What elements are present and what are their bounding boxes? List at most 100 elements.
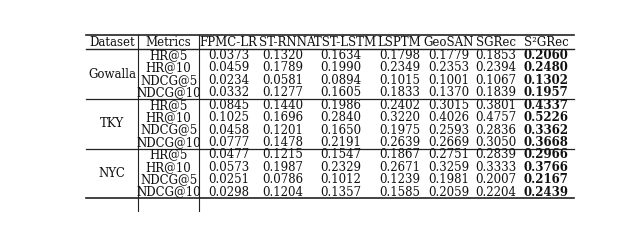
Text: 0.1634: 0.1634: [321, 49, 362, 62]
Text: 0.1370: 0.1370: [428, 86, 469, 99]
Text: TKY: TKY: [100, 117, 124, 130]
Text: SGRec: SGRec: [476, 35, 516, 49]
Text: 0.3220: 0.3220: [379, 111, 420, 124]
Text: 0.2007: 0.2007: [476, 173, 516, 186]
Text: Gowalla: Gowalla: [88, 68, 136, 81]
Text: 0.0573: 0.0573: [208, 161, 249, 174]
Text: 0.2394: 0.2394: [476, 61, 516, 75]
Text: 0.2480: 0.2480: [524, 61, 568, 75]
Text: 0.0477: 0.0477: [208, 148, 249, 161]
Text: 0.2191: 0.2191: [321, 136, 362, 149]
Text: 0.0298: 0.0298: [208, 186, 249, 199]
Text: FPMC-LR: FPMC-LR: [200, 35, 257, 49]
Text: 0.0251: 0.0251: [208, 173, 249, 186]
Text: 0.2167: 0.2167: [524, 173, 568, 186]
Text: 0.2840: 0.2840: [321, 111, 362, 124]
Text: 0.2593: 0.2593: [428, 123, 469, 137]
Text: 0.0459: 0.0459: [208, 61, 249, 75]
Text: 0.1853: 0.1853: [476, 49, 516, 62]
Text: 0.5226: 0.5226: [524, 111, 568, 124]
Text: 0.1215: 0.1215: [262, 148, 303, 161]
Text: 0.2204: 0.2204: [476, 186, 516, 199]
Text: Dataset: Dataset: [89, 35, 135, 49]
Text: 0.2671: 0.2671: [379, 161, 420, 174]
Text: 0.3668: 0.3668: [524, 136, 568, 149]
Text: NDCG@10: NDCG@10: [136, 86, 201, 99]
Text: 0.0332: 0.0332: [208, 86, 249, 99]
Text: HR@5: HR@5: [150, 99, 188, 112]
Text: 0.1012: 0.1012: [321, 173, 362, 186]
Text: 0.3333: 0.3333: [476, 161, 516, 174]
Text: 0.2060: 0.2060: [524, 49, 568, 62]
Text: 0.2353: 0.2353: [428, 61, 469, 75]
Text: 0.1025: 0.1025: [208, 111, 249, 124]
Text: 0.1320: 0.1320: [262, 49, 303, 62]
Text: 0.0581: 0.0581: [262, 74, 303, 87]
Text: 0.1204: 0.1204: [262, 186, 303, 199]
Text: ST-RNN: ST-RNN: [259, 35, 307, 49]
Text: 0.1789: 0.1789: [262, 61, 303, 75]
Text: 0.1975: 0.1975: [379, 123, 420, 137]
Text: NDCG@5: NDCG@5: [140, 173, 197, 186]
Text: 0.1867: 0.1867: [379, 148, 420, 161]
Text: ATST-LSTM: ATST-LSTM: [306, 35, 376, 49]
Text: 0.3801: 0.3801: [476, 99, 516, 112]
Text: 0.0234: 0.0234: [208, 74, 249, 87]
Text: GeoSAN: GeoSAN: [424, 35, 474, 49]
Text: 0.3766: 0.3766: [524, 161, 568, 174]
Text: 0.1585: 0.1585: [379, 186, 420, 199]
Text: 0.1547: 0.1547: [321, 148, 362, 161]
Text: 0.4337: 0.4337: [524, 99, 568, 112]
Text: 0.0777: 0.0777: [208, 136, 249, 149]
Text: NDCG@5: NDCG@5: [140, 74, 197, 87]
Text: 0.1839: 0.1839: [476, 86, 516, 99]
Text: 0.1478: 0.1478: [262, 136, 303, 149]
Text: 0.1696: 0.1696: [262, 111, 303, 124]
Text: 0.3362: 0.3362: [524, 123, 569, 137]
Text: 0.2839: 0.2839: [476, 148, 516, 161]
Text: 0.0894: 0.0894: [321, 74, 362, 87]
Text: 0.3259: 0.3259: [428, 161, 469, 174]
Text: 0.1239: 0.1239: [379, 173, 420, 186]
Text: LSPTM: LSPTM: [378, 35, 422, 49]
Text: 0.2751: 0.2751: [428, 148, 469, 161]
Text: 0.0845: 0.0845: [208, 99, 249, 112]
Text: 0.2669: 0.2669: [428, 136, 469, 149]
Text: 0.2059: 0.2059: [428, 186, 469, 199]
Text: 0.0458: 0.0458: [208, 123, 249, 137]
Text: 0.1990: 0.1990: [321, 61, 362, 75]
Text: HR@5: HR@5: [150, 49, 188, 62]
Text: 0.1015: 0.1015: [379, 74, 420, 87]
Text: 0.3015: 0.3015: [428, 99, 469, 112]
Text: 0.1779: 0.1779: [428, 49, 469, 62]
Text: 0.2402: 0.2402: [379, 99, 420, 112]
Text: 0.2349: 0.2349: [379, 61, 420, 75]
Text: 0.1981: 0.1981: [428, 173, 469, 186]
Text: 0.4026: 0.4026: [428, 111, 469, 124]
Text: HR@5: HR@5: [150, 148, 188, 161]
Text: NDCG@5: NDCG@5: [140, 123, 197, 137]
Text: Metrics: Metrics: [146, 35, 191, 49]
Text: 0.1987: 0.1987: [262, 161, 303, 174]
Text: 0.2836: 0.2836: [476, 123, 516, 137]
Text: 0.1986: 0.1986: [321, 99, 362, 112]
Text: 0.2439: 0.2439: [524, 186, 568, 199]
Text: NDCG@10: NDCG@10: [136, 186, 201, 199]
Text: NYC: NYC: [99, 167, 125, 180]
Text: 0.1067: 0.1067: [476, 74, 516, 87]
Text: 0.1957: 0.1957: [524, 86, 568, 99]
Text: 0.1201: 0.1201: [262, 123, 303, 137]
Text: 0.0786: 0.0786: [262, 173, 303, 186]
Text: HR@10: HR@10: [146, 111, 191, 124]
Text: 0.2639: 0.2639: [379, 136, 420, 149]
Text: 0.1833: 0.1833: [379, 86, 420, 99]
Text: 0.1650: 0.1650: [321, 123, 362, 137]
Text: 0.1798: 0.1798: [379, 49, 420, 62]
Text: 0.1605: 0.1605: [321, 86, 362, 99]
Text: S²GRec: S²GRec: [524, 35, 568, 49]
Text: 0.4757: 0.4757: [476, 111, 516, 124]
Text: 0.1302: 0.1302: [524, 74, 568, 87]
Text: 0.2966: 0.2966: [524, 148, 568, 161]
Text: 0.1001: 0.1001: [428, 74, 469, 87]
Text: NDCG@10: NDCG@10: [136, 136, 201, 149]
